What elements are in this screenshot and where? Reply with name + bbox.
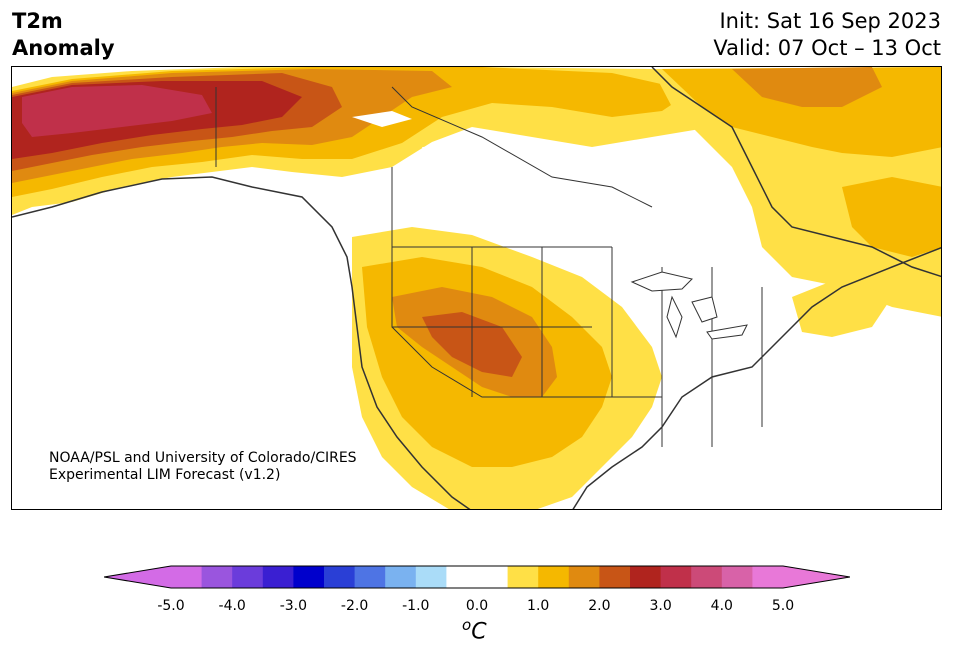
colorbar-tick-label: -4.0 [218, 598, 246, 614]
coastlines [12, 67, 941, 509]
colorbar-segment [599, 566, 631, 588]
canada-provincial-border [391, 86, 653, 208]
init-date: Init: Sat 16 Sep 2023 [719, 9, 941, 33]
colorbar-unit: oC [462, 616, 487, 644]
lake-erie [706, 324, 748, 340]
us-canada-border [391, 167, 612, 248]
colorbar-tick-label: 4.0 [710, 598, 733, 614]
colorbar-segment [415, 566, 447, 588]
date-info: Init: Sat 16 Sep 2023 Valid: 07 Oct – 13… [713, 8, 941, 62]
colorbar-segment [324, 566, 356, 588]
unit-letter: C [471, 619, 487, 645]
colorbar-tick-label: 0.0 [465, 598, 489, 614]
colorbar-segment [507, 566, 539, 588]
variable-name: T2m [12, 9, 63, 33]
hudson-labrador-coastline [651, 67, 941, 278]
atlantic-gulf-coastline [572, 246, 941, 509]
colorbar-segment [568, 566, 600, 588]
credit-line-1: NOAA/PSL and University of Colorado/CIRE… [49, 450, 357, 466]
colorbar-extend-high [783, 566, 850, 588]
colorbar-tick-label: 1.0 [527, 598, 550, 614]
colorbar [104, 565, 850, 589]
anomaly-orange-east [732, 67, 882, 107]
colorbar-segment [262, 566, 294, 588]
colorbar-segment [201, 566, 233, 588]
great-lakes [630, 271, 748, 340]
lake-athabasca [422, 145, 472, 159]
unit-degree: o [462, 616, 472, 634]
colorbar-segment [171, 566, 203, 588]
lake-superior [630, 271, 693, 292]
colorbar-segment [446, 566, 478, 588]
lake-huron [691, 296, 718, 323]
colorbar-tick-label: 3.0 [649, 598, 672, 614]
colorbar-segment [538, 566, 570, 588]
anomaly-gold-east-patch [842, 177, 941, 257]
variable-subtitle: Anomaly [12, 36, 115, 60]
colorbar-tick-label: 2.0 [588, 598, 611, 614]
colorbar-segment [691, 566, 723, 588]
variable-title: T2m Anomaly [12, 8, 115, 62]
anomaly-crimson-north [22, 85, 212, 137]
political-borders [215, 86, 763, 447]
colorbar-segment [660, 566, 692, 588]
colorbar-segment [354, 566, 386, 588]
colorbar-tick-label: -2.0 [340, 598, 369, 614]
colorbar-segment [752, 566, 784, 588]
valid-dates: Valid: 07 Oct – 13 Oct [713, 36, 941, 60]
great-slave-lake [352, 111, 412, 127]
colorbar-segment [232, 566, 264, 588]
colorbar-tick-label: -5.0 [157, 598, 185, 614]
map-panel [11, 66, 942, 510]
colorbar-outline [104, 565, 850, 589]
colorbar-ticks: -5.0 -4.0 -3.0 -2.0 -1.0 0.0 1.0 2.0 3.0 4.0 5.0 [0, 598, 953, 618]
colorbar-segment [630, 566, 662, 588]
anomaly-map [12, 67, 941, 509]
colorbar-tick-label: 5.0 [771, 598, 795, 614]
colorbar-segment [385, 566, 417, 588]
state-border-3 [391, 326, 662, 398]
colorbar-segment [721, 566, 753, 588]
state-border-2 [471, 247, 613, 397]
pacific-coastline [12, 176, 471, 509]
credit-text: NOAA/PSL and University of Colorado/CIRE… [49, 450, 357, 484]
colorbar-segment [293, 566, 325, 588]
lake-michigan [666, 295, 683, 339]
colorbar-tick-label: -1.0 [402, 598, 430, 614]
colorbar-extend-low [104, 566, 171, 588]
colorbar-segment [477, 566, 509, 588]
colorbar-tick-label: -3.0 [279, 598, 308, 614]
credit-line-2: Experimental LIM Forecast (v1.2) [49, 467, 281, 483]
anomaly-yellow-northeast [792, 277, 892, 337]
